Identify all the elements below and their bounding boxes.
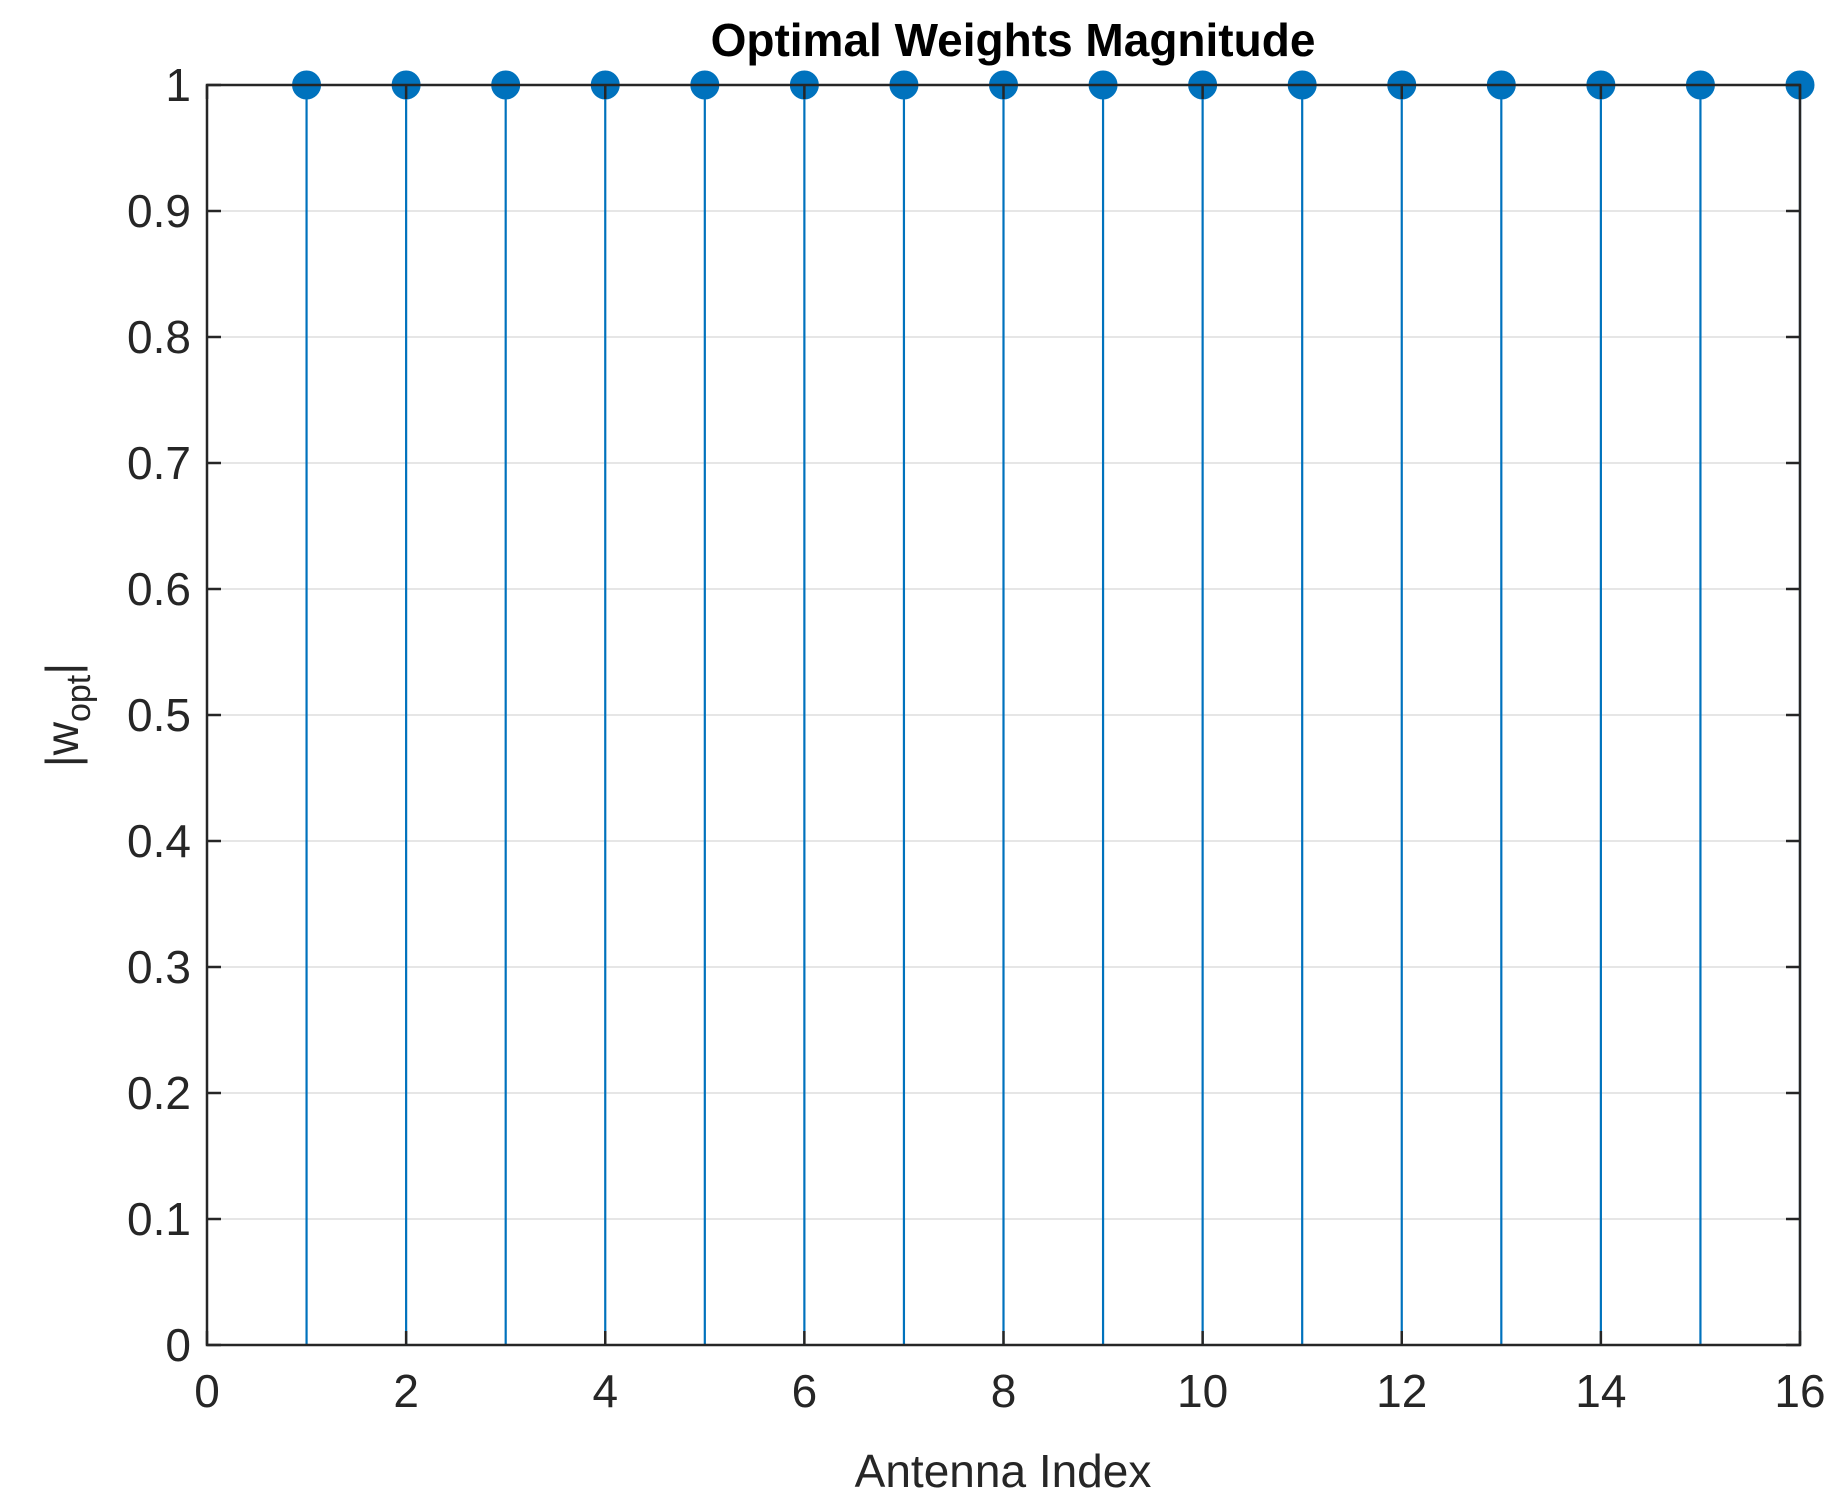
x-tick-label: 16 xyxy=(1774,1365,1825,1417)
y-tick-label: 0.7 xyxy=(127,437,191,489)
y-axis-label: |wopt| xyxy=(36,663,98,767)
chart-title: Optimal Weights Magnitude xyxy=(711,14,1316,66)
y-tick-label: 0.2 xyxy=(127,1067,191,1119)
x-tick-label: 14 xyxy=(1575,1365,1626,1417)
y-axis-label-main: |w xyxy=(36,721,88,767)
x-tick-label: 4 xyxy=(592,1365,618,1417)
y-tick-label: 0 xyxy=(165,1319,191,1371)
y-tick-label: 0.3 xyxy=(127,941,191,993)
x-tick-labels: 0 2 4 6 8 10 12 14 16 xyxy=(194,1365,1825,1417)
y-tick-labels: 0 0.1 0.2 0.3 0.4 0.5 0.6 0.7 0.8 0.9 1 xyxy=(127,59,191,1371)
y-tick-label: 0.8 xyxy=(127,311,191,363)
y-tick-label: 0.6 xyxy=(127,563,191,615)
y-tick-label: 0.9 xyxy=(127,185,191,237)
y-axis-label-suffix: | xyxy=(36,663,88,675)
x-tick-label: 12 xyxy=(1376,1365,1427,1417)
x-tick-label: 2 xyxy=(393,1365,419,1417)
x-tick-label: 8 xyxy=(991,1365,1017,1417)
y-tick-label: 0.4 xyxy=(127,815,191,867)
y-tick-label: 1 xyxy=(165,59,191,111)
x-tick-label: 0 xyxy=(194,1365,220,1417)
ticks xyxy=(205,83,1802,1347)
y-tick-label: 0.1 xyxy=(127,1193,191,1245)
x-tick-label: 6 xyxy=(792,1365,818,1417)
y-axis-label-subscript: opt xyxy=(60,674,98,722)
y-tick-label: 0.5 xyxy=(127,689,191,741)
x-axis-label: Antenna Index xyxy=(855,1445,1152,1497)
stems xyxy=(292,70,1815,1345)
x-tick-label: 10 xyxy=(1177,1365,1228,1417)
